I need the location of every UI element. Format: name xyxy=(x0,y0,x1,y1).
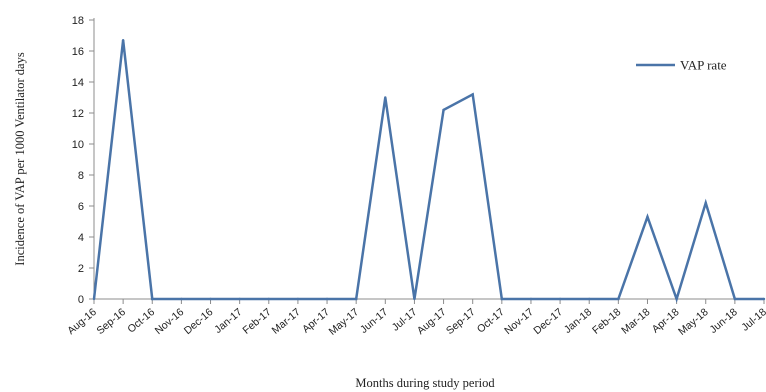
data-point xyxy=(92,297,96,301)
x-tick-label: May-17 xyxy=(327,306,362,338)
data-point xyxy=(296,297,300,301)
x-tick-label: Oct-16 xyxy=(125,306,157,336)
x-axis-ticks: Aug-16Sep-16Oct-16Nov-16Dec-16Jan-17Feb-… xyxy=(65,299,766,338)
x-tick-label: Jun-17 xyxy=(358,306,390,336)
data-point xyxy=(413,297,416,301)
x-tick-label: Jan-18 xyxy=(562,306,594,336)
x-tick-label: Apr-17 xyxy=(300,306,332,336)
x-tick-label: Mar-17 xyxy=(270,306,303,337)
y-tick-label: 14 xyxy=(72,77,84,89)
y-tick-label: 16 xyxy=(72,46,84,58)
data-point xyxy=(384,96,387,99)
y-tick-label: 12 xyxy=(72,108,84,120)
x-tick-label: Aug-17 xyxy=(415,306,449,337)
y-tick-label: 6 xyxy=(78,201,84,213)
data-point xyxy=(529,297,533,301)
data-point xyxy=(354,297,358,301)
data-point xyxy=(762,297,766,301)
x-tick-label: Oct-17 xyxy=(475,306,507,336)
y-tick-label: 4 xyxy=(78,232,84,244)
x-tick-label: Nov-16 xyxy=(153,306,187,337)
y-tick-label: 2 xyxy=(78,263,84,275)
x-tick-label: Nov-17 xyxy=(502,306,536,337)
data-point xyxy=(733,297,737,301)
series-line xyxy=(92,40,764,304)
legend: VAP rate xyxy=(636,58,727,73)
data-point xyxy=(121,38,125,42)
x-tick-label: Aug-16 xyxy=(65,306,99,337)
data-point xyxy=(151,297,154,301)
x-tick-label: Dec-16 xyxy=(182,306,216,337)
y-tick-label: 0 xyxy=(78,294,84,306)
y-tick-label: 8 xyxy=(78,170,84,182)
x-tick-label: May-18 xyxy=(676,306,711,338)
data-point xyxy=(180,297,183,301)
x-tick-label: Apr-18 xyxy=(650,306,682,336)
axes xyxy=(93,18,764,300)
data-point xyxy=(442,108,445,112)
data-point xyxy=(500,297,504,301)
data-point xyxy=(267,297,270,301)
data-point xyxy=(558,297,562,301)
x-tick-label: Jul-18 xyxy=(739,306,766,334)
y-tick-label: 10 xyxy=(72,139,84,151)
y-tick-label: 18 xyxy=(72,15,84,27)
legend-label: VAP rate xyxy=(680,58,727,73)
data-point xyxy=(704,201,707,205)
x-tick-label: Jun-18 xyxy=(707,306,739,336)
x-axis-title: Months during study period xyxy=(355,376,495,390)
series-layer xyxy=(92,38,766,304)
data-point xyxy=(238,297,241,301)
data-point xyxy=(617,297,620,301)
y-axis-title: Incidence of VAP per 1000 Ventilator day… xyxy=(13,52,27,266)
x-tick-label: Sep-16 xyxy=(94,306,128,337)
data-point xyxy=(588,297,591,301)
x-tick-label: Sep-17 xyxy=(444,306,478,337)
data-point xyxy=(209,297,212,301)
data-point xyxy=(646,215,649,219)
data-point xyxy=(471,93,474,96)
x-tick-label: Dec-17 xyxy=(531,306,565,337)
x-tick-label: Jan-17 xyxy=(212,306,244,336)
data-point xyxy=(675,297,678,301)
x-tick-label: Feb-17 xyxy=(241,306,274,337)
y-axis-ticks: 0 2 4 6 8 10 12 14 16 18 xyxy=(72,15,94,306)
x-tick-label: Feb-18 xyxy=(590,306,623,337)
x-tick-label: Mar-18 xyxy=(619,306,652,337)
data-point xyxy=(325,297,329,301)
